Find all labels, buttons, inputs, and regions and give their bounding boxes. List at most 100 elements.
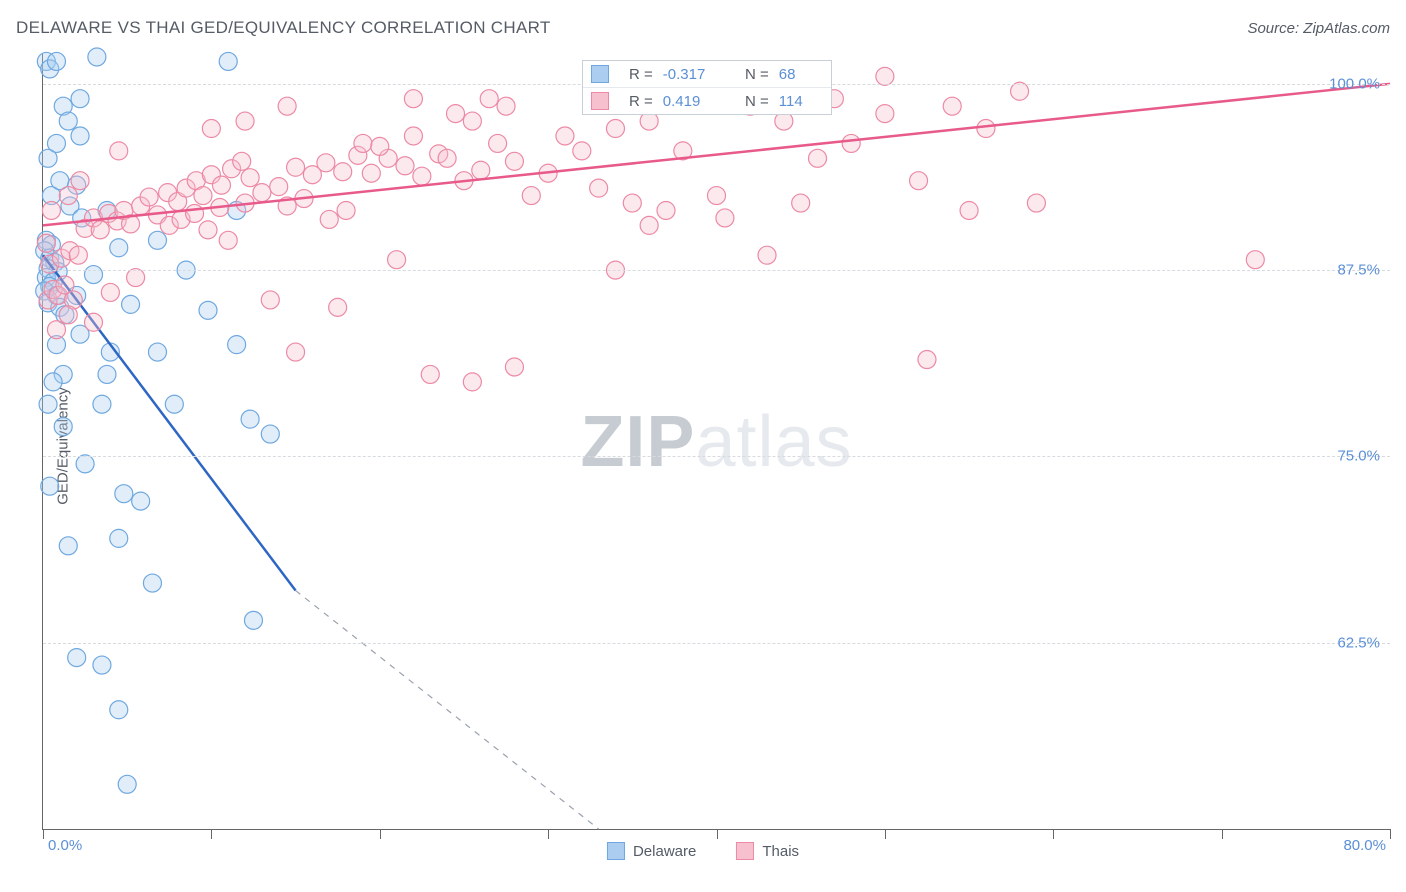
scatter-point	[127, 269, 145, 287]
legend-swatch	[607, 842, 625, 860]
scatter-point	[93, 656, 111, 674]
scatter-point	[115, 485, 133, 503]
scatter-point	[489, 134, 507, 152]
scatter-point	[362, 164, 380, 182]
scatter-point	[165, 395, 183, 413]
legend-swatch	[591, 92, 609, 110]
scatter-point	[463, 112, 481, 130]
stat-n-label: N =	[735, 93, 769, 110]
x-tick	[380, 829, 381, 839]
scatter-point	[505, 152, 523, 170]
chart-source: Source: ZipAtlas.com	[1247, 20, 1390, 37]
scatter-point	[98, 365, 116, 383]
scatter-point	[41, 477, 59, 495]
x-min-label: 0.0%	[48, 837, 82, 854]
scatter-point	[199, 221, 217, 239]
scatter-point	[1011, 82, 1029, 100]
scatter-point	[371, 137, 389, 155]
scatter-point	[110, 239, 128, 257]
x-tick	[717, 829, 718, 839]
stats-row: R =-0.317N =68	[583, 61, 831, 87]
y-tick-label: 75.0%	[1337, 448, 1380, 465]
scatter-point	[329, 298, 347, 316]
scatter-point	[148, 343, 166, 361]
scatter-point	[39, 395, 57, 413]
scatter-point	[42, 201, 60, 219]
scatter-point	[758, 246, 776, 264]
scatter-point	[219, 52, 237, 70]
scatter-point	[657, 201, 675, 219]
y-tick-label: 62.5%	[1337, 634, 1380, 651]
scatter-point	[438, 149, 456, 167]
scatter-point	[194, 187, 212, 205]
scatter-point	[88, 48, 106, 66]
scatter-point	[396, 157, 414, 175]
scatter-point	[233, 152, 251, 170]
scatter-point	[463, 373, 481, 391]
scatter-point	[716, 209, 734, 227]
scatter-point	[59, 306, 77, 324]
scatter-point	[421, 365, 439, 383]
plot-area: ZIPatlas 62.5%75.0%87.5%100.0%R =-0.317N…	[42, 54, 1390, 830]
scatter-point	[623, 194, 641, 212]
scatter-point	[110, 142, 128, 160]
legend-item: Thais	[736, 842, 799, 860]
scatter-point	[573, 142, 591, 160]
scatter-point	[85, 313, 103, 331]
scatter-point	[404, 90, 422, 108]
scatter-point	[68, 649, 86, 667]
scatter-point	[337, 201, 355, 219]
scatter-point	[241, 169, 259, 187]
scatter-point	[71, 90, 89, 108]
scatter-point	[505, 358, 523, 376]
scatter-point	[334, 163, 352, 181]
stat-r-value: -0.317	[663, 66, 725, 83]
stats-row: R =0.419N =114	[583, 87, 831, 114]
scatter-point	[497, 97, 515, 115]
scatter-point	[39, 149, 57, 167]
scatter-point	[59, 187, 77, 205]
scatter-point	[59, 537, 77, 555]
scatter-point	[606, 120, 624, 138]
scatter-point	[261, 425, 279, 443]
scatter-point	[44, 373, 62, 391]
x-tick	[1053, 829, 1054, 839]
scatter-point	[177, 261, 195, 279]
y-tick-label: 100.0%	[1329, 75, 1380, 92]
x-tick	[1390, 829, 1391, 839]
scatter-point	[118, 775, 136, 793]
scatter-point	[522, 187, 540, 205]
scatter-point	[977, 120, 995, 138]
scatter-point	[47, 321, 65, 339]
x-tick	[885, 829, 886, 839]
scatter-point	[320, 210, 338, 228]
scatter-point	[76, 455, 94, 473]
legend-label: Thais	[762, 843, 799, 860]
scatter-point	[186, 204, 204, 222]
scatter-point	[212, 176, 230, 194]
scatter-point	[270, 178, 288, 196]
scatter-point	[606, 261, 624, 279]
scatter-point	[244, 611, 262, 629]
stat-r-label: R =	[619, 66, 653, 83]
scatter-point	[792, 194, 810, 212]
scatter-point	[960, 201, 978, 219]
scatter-point	[253, 184, 271, 202]
stats-box: R =-0.317N =68R =0.419N =114	[582, 60, 832, 115]
legend-label: Delaware	[633, 843, 696, 860]
scatter-point	[71, 172, 89, 190]
scatter-point	[219, 231, 237, 249]
scatter-point	[132, 492, 150, 510]
stat-n-value: 114	[779, 93, 819, 110]
scatter-point	[590, 179, 608, 197]
scatter-point	[1027, 194, 1045, 212]
trend-line-extrapolated	[296, 591, 599, 829]
stat-r-value: 0.419	[663, 93, 725, 110]
scatter-point	[143, 574, 161, 592]
scatter-point	[54, 418, 72, 436]
scatter-point	[110, 701, 128, 719]
scatter-point	[91, 221, 109, 239]
scatter-point	[480, 90, 498, 108]
scatter-point	[110, 529, 128, 547]
legend-item: Delaware	[607, 842, 696, 860]
